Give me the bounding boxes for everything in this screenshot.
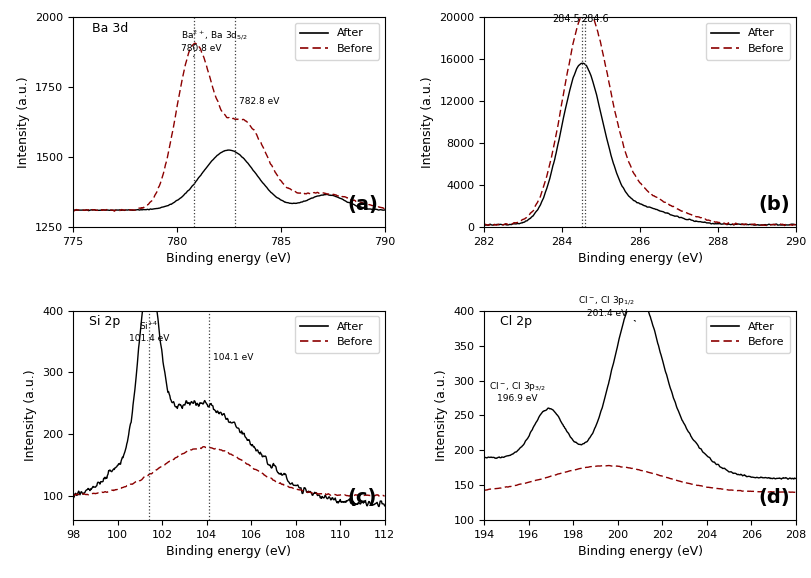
Text: (b): (b) bbox=[757, 195, 789, 214]
Text: Cl 2p: Cl 2p bbox=[500, 316, 531, 328]
Y-axis label: Intensity (a.u.): Intensity (a.u.) bbox=[17, 76, 30, 168]
X-axis label: Binding energy (eV): Binding energy (eV) bbox=[166, 546, 291, 558]
Legend: After, Before: After, Before bbox=[294, 23, 379, 60]
Text: Cl$^-$, Cl 3p$_{1/2}$
201.4 eV: Cl$^-$, Cl 3p$_{1/2}$ 201.4 eV bbox=[577, 294, 635, 321]
Y-axis label: Intensity (a.u.): Intensity (a.u.) bbox=[420, 76, 433, 168]
Text: (c): (c) bbox=[347, 488, 376, 507]
Text: Ba 3d: Ba 3d bbox=[92, 22, 128, 35]
Text: 284.6: 284.6 bbox=[581, 13, 608, 24]
Text: Cl$^-$, Cl 3p$_{3/2}$
196.9 eV: Cl$^-$, Cl 3p$_{3/2}$ 196.9 eV bbox=[488, 380, 546, 403]
Legend: After, Before: After, Before bbox=[705, 23, 789, 60]
Text: 104.1 eV: 104.1 eV bbox=[213, 353, 253, 362]
Text: 782.8 eV: 782.8 eV bbox=[239, 97, 279, 106]
Y-axis label: Intensity (a.u.): Intensity (a.u.) bbox=[435, 369, 448, 461]
Legend: After, Before: After, Before bbox=[294, 316, 379, 353]
Text: Ba$^{2+}$, Ba 3d$_{5/2}$
780.8 eV: Ba$^{2+}$, Ba 3d$_{5/2}$ 780.8 eV bbox=[181, 28, 247, 57]
Text: (d): (d) bbox=[757, 488, 789, 507]
Text: (a): (a) bbox=[347, 195, 378, 214]
X-axis label: Binding energy (eV): Binding energy (eV) bbox=[166, 252, 291, 265]
X-axis label: Binding energy (eV): Binding energy (eV) bbox=[577, 546, 702, 558]
Text: Si 2p: Si 2p bbox=[88, 316, 120, 328]
Text: Si$^{+4}$
101.4 eV: Si$^{+4}$ 101.4 eV bbox=[128, 320, 169, 343]
Text: 284.5: 284.5 bbox=[551, 13, 579, 24]
Y-axis label: Intensity (a.u.): Intensity (a.u.) bbox=[24, 369, 36, 461]
Legend: After, Before: After, Before bbox=[705, 316, 789, 353]
X-axis label: Binding energy (eV): Binding energy (eV) bbox=[577, 252, 702, 265]
